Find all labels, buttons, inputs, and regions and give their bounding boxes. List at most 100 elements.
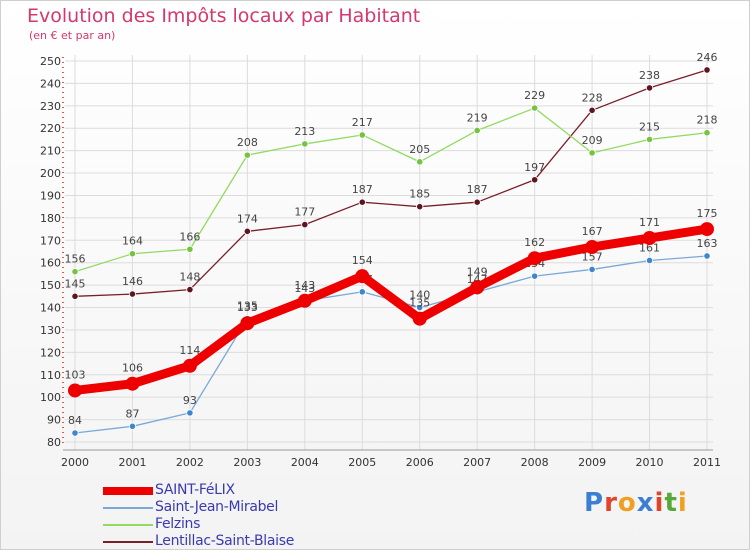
data-point: [588, 149, 596, 157]
data-label: 164: [122, 235, 143, 248]
data-label: 215: [639, 120, 660, 133]
data-point: [128, 250, 137, 258]
data-label: 149: [467, 265, 488, 278]
data-point: [416, 158, 424, 166]
data-label: 93: [183, 394, 197, 407]
legend-label: Lentillac-Saint-Blaise: [155, 533, 295, 549]
data-point: [531, 104, 539, 112]
data-label: 163: [697, 237, 718, 250]
series-line: [74, 107, 708, 273]
x-tick-label: 2011: [693, 456, 721, 469]
data-point: [71, 268, 79, 276]
data-label: 166: [179, 230, 200, 243]
data-point: [358, 288, 366, 296]
data-point: [358, 131, 366, 139]
y-tick-label: 250: [40, 55, 61, 68]
y-tick-label: 240: [40, 77, 61, 90]
data-point: [473, 198, 481, 206]
y-tick-label: 100: [40, 391, 61, 404]
x-tick-label: 2009: [578, 456, 606, 469]
x-tick-label: 2003: [233, 456, 261, 469]
x-tick-label: 2006: [406, 456, 434, 469]
x-tick-label: 2002: [176, 456, 204, 469]
data-point: [531, 272, 539, 280]
data-label: 197: [524, 161, 545, 174]
data-point: [473, 126, 481, 135]
data-point: [703, 66, 711, 74]
data-point: [71, 429, 79, 437]
logo-letter: i: [677, 488, 688, 518]
legend-swatch: [103, 524, 153, 526]
data-point: [585, 240, 600, 255]
data-point: [588, 106, 596, 114]
data-point: [243, 227, 251, 235]
data-label: 103: [65, 368, 86, 381]
y-tick-label: 180: [40, 212, 61, 225]
data-label: 171: [639, 216, 660, 229]
y-tick-label: 230: [40, 100, 61, 113]
data-point: [68, 383, 82, 398]
y-tick-label: 90: [47, 414, 61, 427]
x-tick-label: 2007: [463, 456, 491, 469]
y-tick-label: 150: [40, 279, 61, 292]
data-point: [297, 293, 312, 308]
data-point: [355, 269, 370, 284]
legend-label: Felzins: [155, 516, 201, 532]
y-tick-label: 220: [40, 122, 61, 135]
x-tick-label: 2004: [291, 456, 319, 469]
y-tick-label: 120: [40, 346, 61, 359]
logo-letter: P: [584, 488, 605, 518]
data-label: 156: [65, 253, 86, 266]
data-point: [531, 176, 539, 184]
data-label: 146: [122, 275, 143, 288]
data-point: [645, 256, 654, 265]
logo-letter: i: [654, 488, 665, 518]
data-point: [243, 151, 251, 159]
data-label: 174: [237, 212, 258, 225]
data-point: [301, 140, 309, 148]
x-tick-label: 2000: [61, 456, 89, 469]
data-label: 187: [352, 183, 373, 196]
data-point: [527, 251, 542, 266]
data-label: 87: [125, 407, 139, 420]
data-label: 177: [294, 206, 315, 219]
chart-title: Evolution des Impôts locaux par Habitant: [27, 5, 421, 27]
data-label: 140: [409, 289, 430, 302]
data-label: 84: [68, 414, 82, 427]
y-tick-label: 190: [40, 189, 61, 202]
data-label: 229: [524, 89, 545, 102]
data-point: [703, 129, 711, 137]
data-point: [470, 280, 485, 295]
logo-letter: x: [636, 488, 655, 518]
series-line: [74, 69, 708, 297]
data-label: 106: [122, 362, 143, 375]
data-label: 148: [179, 271, 200, 284]
data-point: [416, 303, 424, 312]
data-label: 218: [697, 114, 718, 127]
series-line: [74, 255, 708, 434]
data-point: [412, 311, 427, 326]
logo-letter: t: [664, 488, 678, 518]
data-point: [128, 290, 137, 298]
data-label: 157: [582, 250, 603, 263]
data-point: [240, 316, 255, 331]
data-label: 185: [409, 188, 430, 201]
legend-label: SAINT-FéLIX: [155, 482, 235, 498]
y-tick-label: 80: [47, 436, 61, 449]
data-label: 208: [237, 136, 258, 149]
logo-letter: r: [604, 488, 618, 518]
data-label: 145: [65, 277, 86, 290]
data-label: 175: [697, 207, 718, 220]
y-tick-label: 110: [40, 369, 61, 382]
data-label: 114: [179, 344, 200, 357]
y-tick-label: 130: [40, 324, 61, 337]
x-tick-label: 2008: [521, 456, 549, 469]
data-label: 205: [409, 143, 430, 156]
data-label: 133: [237, 301, 258, 314]
data-label: 162: [524, 236, 545, 249]
data-label: 161: [639, 241, 660, 254]
data-label: 246: [697, 51, 718, 64]
data-label: 219: [467, 111, 488, 124]
